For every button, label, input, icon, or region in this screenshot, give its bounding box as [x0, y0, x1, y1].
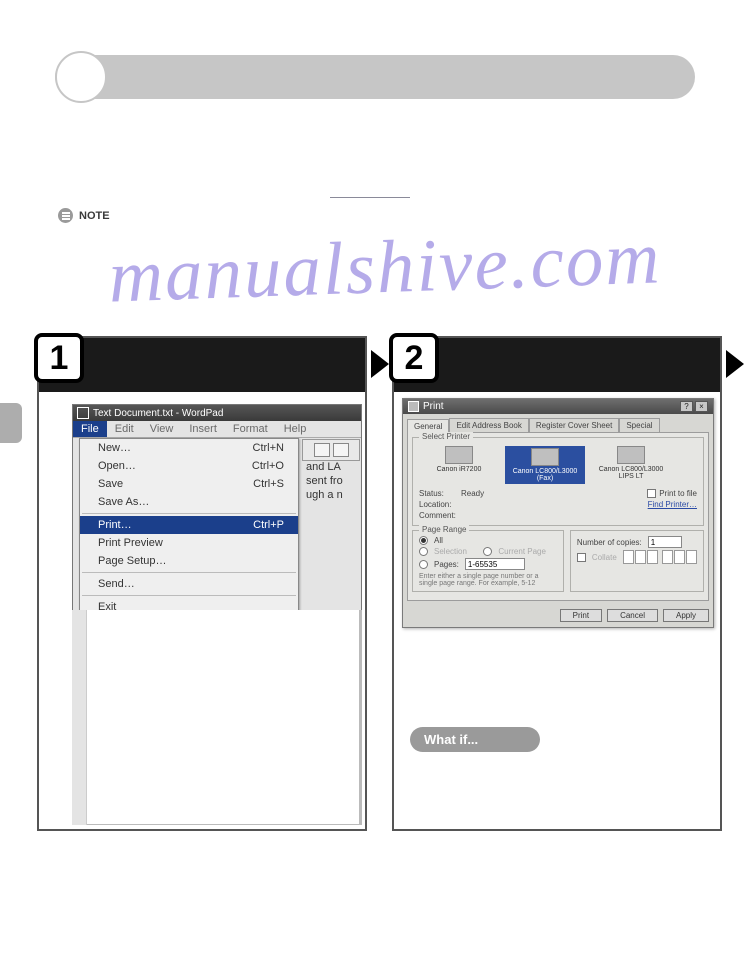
note-icon — [58, 208, 73, 223]
print-dialog-tabs: General Edit Address Book Register Cover… — [403, 414, 713, 432]
cancel-button[interactable]: Cancel — [607, 609, 658, 622]
wordpad-toolbar-buttons[interactable] — [302, 439, 360, 461]
menu-separator — [82, 513, 296, 514]
menu-format[interactable]: Format — [225, 421, 276, 437]
copies-input[interactable] — [648, 536, 682, 548]
radio-current[interactable] — [483, 547, 492, 556]
select-printer-group: Select Printer Canon iR7200 Canon LC800/… — [412, 437, 704, 526]
apply-button[interactable]: Apply — [663, 609, 709, 622]
find-printer-link[interactable]: Find Printer… — [648, 500, 697, 509]
print-dialog-titlebar[interactable]: Print ? × — [403, 399, 713, 414]
note-callout: NOTE — [58, 208, 110, 223]
menu-file[interactable]: File — [73, 421, 107, 437]
step-number: 2 — [389, 333, 439, 383]
wordpad-menubar[interactable]: File Edit View Insert Format Help — [73, 421, 361, 438]
document-icon — [77, 407, 89, 419]
menu-item-saveas[interactable]: Save As… — [80, 493, 298, 511]
page-range-group: Page Range All Selection Current Page Pa… — [412, 530, 564, 592]
menu-item-preview[interactable]: Print Preview — [80, 534, 298, 552]
printer-item[interactable]: Canon LC800/L3000 LIPS LT — [591, 446, 671, 484]
panel-header — [394, 338, 720, 392]
watermark-text: manualshive.com — [74, 214, 697, 322]
tab-body: Select Printer Canon iR7200 Canon LC800/… — [407, 432, 709, 601]
wordpad-body[interactable] — [72, 610, 362, 825]
tab-special[interactable]: Special — [619, 418, 659, 432]
dialog-buttons: Print Cancel Apply — [403, 605, 713, 627]
arrow-icon — [726, 350, 744, 378]
wordpad-body-peek: and LA sent fro ugh a n — [306, 460, 343, 502]
printer-item[interactable]: Canon iR7200 — [419, 446, 499, 484]
radio-pages[interactable] — [419, 560, 428, 569]
menu-separator — [82, 595, 296, 596]
menu-item-open[interactable]: Open…Ctrl+O — [80, 457, 298, 475]
menu-item-pagesetup[interactable]: Page Setup… — [80, 552, 298, 570]
step-number: 1 — [34, 333, 84, 383]
pages-input[interactable] — [465, 558, 525, 570]
location-row: Location:Find Printer… — [417, 499, 699, 510]
print-button[interactable]: Print — [560, 609, 602, 622]
collate-icon — [623, 550, 697, 564]
divider — [330, 197, 410, 198]
menu-separator — [82, 572, 296, 573]
print-dialog-title: Print — [423, 401, 444, 412]
printer-icon — [445, 446, 473, 464]
status-row: Status:Ready Print to file — [417, 488, 699, 499]
header-circle — [55, 51, 107, 103]
group-label: Select Printer — [419, 432, 473, 441]
note-label: NOTE — [79, 210, 110, 222]
wordpad-window: Text Document.txt - WordPad File Edit Vi… — [72, 404, 362, 618]
menu-item-save[interactable]: SaveCtrl+S — [80, 475, 298, 493]
menu-view[interactable]: View — [142, 421, 182, 437]
menu-item-send[interactable]: Send… — [80, 575, 298, 593]
printer-icon — [617, 446, 645, 464]
page-range-hint: Enter either a single page number or a s… — [417, 571, 559, 587]
printer-list: Canon iR7200 Canon LC800/L3000 (Fax) Can… — [417, 442, 699, 488]
what-if-pill: What if... — [410, 727, 540, 752]
wordpad-titlebar[interactable]: Text Document.txt - WordPad — [73, 405, 361, 421]
close-button[interactable]: × — [695, 401, 708, 412]
menu-edit[interactable]: Edit — [107, 421, 142, 437]
tab-address-book[interactable]: Edit Address Book — [449, 418, 528, 432]
menu-item-print[interactable]: Print…Ctrl+P — [80, 516, 298, 534]
help-button[interactable]: ? — [680, 401, 693, 412]
menu-insert[interactable]: Insert — [181, 421, 225, 437]
comment-row: Comment: — [417, 510, 699, 521]
printer-icon — [531, 448, 559, 466]
page-side-tab — [0, 403, 22, 443]
arrow-icon — [371, 350, 389, 378]
print-to-file-checkbox[interactable] — [647, 489, 656, 498]
printer-item-selected[interactable]: Canon LC800/L3000 (Fax) — [505, 446, 585, 484]
print-dialog: Print ? × General Edit Address Book Regi… — [402, 398, 714, 628]
tab-cover-sheet[interactable]: Register Cover Sheet — [529, 418, 619, 432]
print-to-file-label: Print to file — [659, 489, 697, 498]
wordpad-title: Text Document.txt - WordPad — [93, 408, 223, 419]
copies-group: Number of copies: Collate — [570, 530, 704, 592]
collate-checkbox[interactable] — [577, 553, 586, 562]
file-menu-dropdown: New…Ctrl+N Open…Ctrl+O SaveCtrl+S Save A… — [79, 438, 299, 617]
radio-selection[interactable] — [419, 547, 428, 556]
panel-header — [39, 338, 365, 392]
wordpad-ruler-strip — [72, 610, 87, 825]
radio-all[interactable] — [419, 536, 428, 545]
tab-general[interactable]: General — [407, 419, 449, 433]
menu-help[interactable]: Help — [276, 421, 315, 437]
group-label: Page Range — [419, 525, 469, 534]
header-bar — [55, 55, 695, 99]
printer-icon — [408, 401, 419, 412]
menu-item-new[interactable]: New…Ctrl+N — [80, 439, 298, 457]
